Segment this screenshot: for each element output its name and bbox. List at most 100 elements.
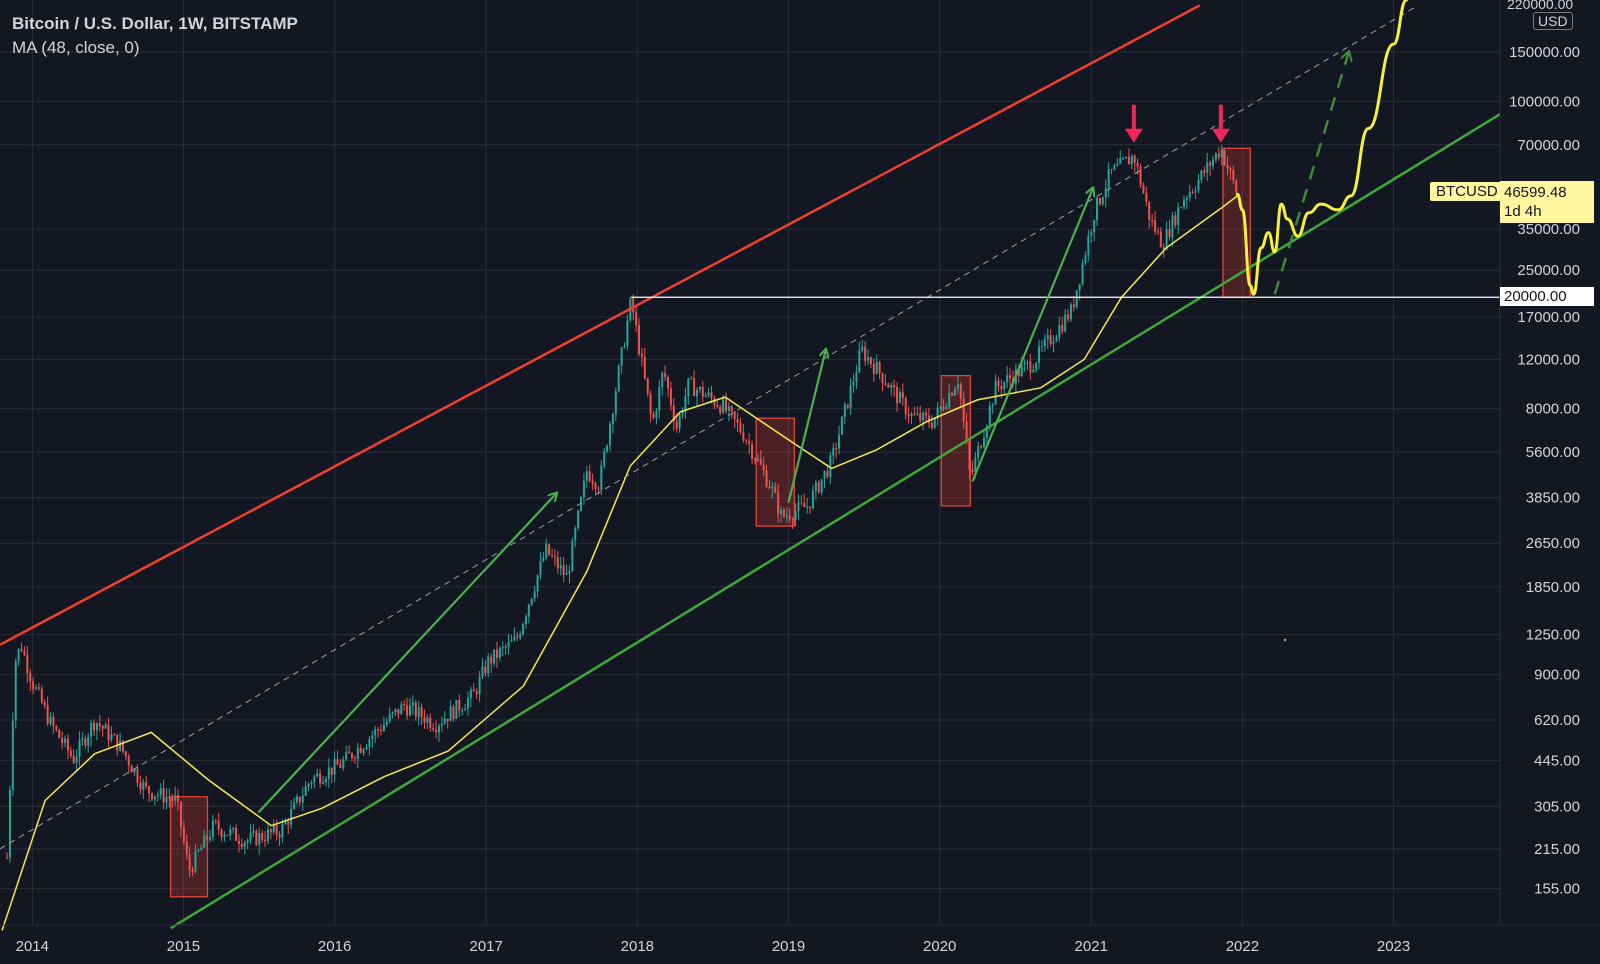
- candle-body: [985, 425, 988, 438]
- candle-body: [235, 828, 238, 841]
- candle-body: [606, 445, 609, 452]
- candle-body: [1139, 166, 1142, 186]
- candle-body: [298, 796, 301, 803]
- candle-body: [78, 739, 81, 757]
- candle-body: [182, 827, 185, 842]
- candle-body: [988, 405, 991, 426]
- candle-body: [872, 363, 875, 374]
- candle-body: [420, 707, 423, 718]
- candle-body: [994, 380, 997, 405]
- price-tick-label: 100000.00: [1509, 93, 1580, 110]
- candle-body: [1017, 368, 1020, 377]
- candle-body: [339, 764, 342, 768]
- candle-body: [1191, 192, 1194, 194]
- candle-body: [362, 749, 365, 753]
- candle-body: [49, 716, 52, 724]
- candle-body: [771, 486, 774, 489]
- candle-body: [809, 506, 812, 509]
- year-tick-label: 2023: [1377, 938, 1410, 955]
- candle-body: [643, 356, 646, 379]
- candle-body: [403, 704, 406, 706]
- candle-body: [832, 448, 835, 456]
- candle-body: [930, 422, 933, 428]
- candle-body: [6, 857, 9, 859]
- candle-body: [98, 723, 101, 726]
- candle-body: [327, 767, 330, 780]
- candle-body: [14, 661, 17, 721]
- candle-body: [1049, 335, 1052, 344]
- candle-body: [1133, 155, 1136, 163]
- candle-body: [551, 554, 554, 556]
- candle-body: [1174, 215, 1177, 226]
- candle-body: [791, 519, 794, 521]
- candle-body: [1127, 157, 1130, 165]
- candle-body: [907, 414, 910, 417]
- candle-body: [487, 656, 490, 674]
- price-tick-label: 620.00: [1534, 712, 1580, 729]
- candle-body: [1058, 324, 1061, 338]
- candle-body: [965, 421, 968, 442]
- candle-body: [1142, 185, 1145, 194]
- candle-body: [716, 405, 719, 407]
- candle-body: [168, 796, 171, 799]
- candle-body: [232, 828, 235, 830]
- trend-arrow: [787, 350, 826, 503]
- candle-body: [469, 689, 472, 699]
- candle-body: [478, 676, 481, 695]
- candle-body: [910, 413, 913, 417]
- down-arrow-marker: [1124, 104, 1143, 143]
- indicator-title[interactable]: MA (48, close, 0): [12, 38, 140, 57]
- candle-body: [1052, 341, 1055, 344]
- candle-body: [1122, 158, 1125, 160]
- candle-body: [1125, 157, 1128, 159]
- currency-unit-button[interactable]: USD: [1533, 12, 1573, 30]
- candle-body: [922, 412, 925, 421]
- candle-body: [214, 820, 217, 822]
- candle-body: [919, 413, 922, 421]
- candle-body: [1200, 170, 1203, 180]
- candle-body: [165, 796, 168, 803]
- candle-body: [585, 471, 588, 481]
- candle-body: [835, 448, 838, 450]
- candle-body: [722, 399, 725, 413]
- candle-body: [655, 410, 658, 418]
- candle-body: [620, 347, 623, 366]
- candle-body: [1084, 255, 1087, 263]
- candle-body: [223, 835, 226, 837]
- candle-body: [948, 393, 951, 407]
- year-tick-label: 2015: [167, 938, 200, 955]
- candle-body: [426, 717, 429, 724]
- candle-body: [29, 673, 32, 682]
- candle-body: [803, 503, 806, 507]
- price-axis-top-label: 220000.00: [1507, 0, 1574, 12]
- candle-body: [826, 470, 829, 477]
- candle-body: [127, 756, 130, 766]
- candle-body: [278, 834, 281, 838]
- candle-body: [1029, 361, 1032, 373]
- candle-body: [840, 416, 843, 435]
- candle-body: [1185, 197, 1188, 200]
- highlight-box: [755, 417, 795, 527]
- projection-arrow: [1273, 52, 1349, 295]
- candle-body: [672, 405, 675, 422]
- candle-body: [124, 751, 127, 757]
- price-tick-label: 3850.00: [1526, 490, 1580, 507]
- candle-body: [896, 386, 899, 404]
- candle-body: [307, 783, 310, 787]
- candle-body: [110, 734, 113, 741]
- candle-body: [1145, 193, 1148, 202]
- candle-body: [820, 479, 823, 493]
- price-tick-label: 305.00: [1534, 798, 1580, 815]
- candle-body: [684, 396, 687, 412]
- price-tick-label: 155.00: [1534, 881, 1580, 898]
- candle-body: [72, 755, 75, 763]
- candle-body: [380, 730, 383, 732]
- candle-body: [829, 455, 832, 477]
- price-tick-label: 8000.00: [1526, 401, 1580, 418]
- candle-body: [927, 415, 930, 423]
- candle-body: [881, 373, 884, 384]
- candle-body: [1026, 361, 1029, 363]
- candle-body: [1229, 168, 1232, 171]
- symbol-title[interactable]: Bitcoin / U.S. Dollar, 1W, BITSTAMP: [12, 14, 298, 33]
